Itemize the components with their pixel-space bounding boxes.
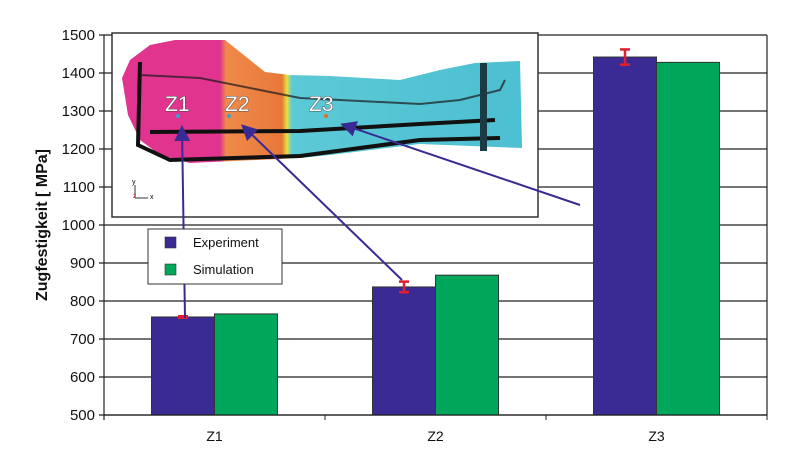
legend-label-experiment: Experiment [193, 235, 259, 250]
y-tick-label: 900 [70, 255, 95, 272]
inset-image: Z1 Z2 Z3 y z x [111, 32, 539, 218]
arrow-z2 [241, 124, 403, 281]
y-tick-label: 600 [70, 369, 95, 386]
bar-experiment-z2 [372, 286, 436, 416]
error-bar-z1 [178, 314, 188, 319]
svg-text:y: y [132, 179, 136, 186]
bar-simulation-z3 [656, 61, 720, 416]
bar-simulation-z2 [435, 274, 499, 416]
bar-experiment-z1 [151, 316, 215, 416]
inset-label-z2: Z2 [225, 93, 250, 116]
bar-experiment-z3 [593, 56, 657, 416]
y-tick-label: 800 [70, 293, 95, 310]
part-edge [480, 63, 487, 151]
y-tick-label: 1000 [62, 217, 95, 234]
x-tick-label: Z3 [648, 428, 665, 444]
error-bar-z2 [399, 280, 409, 294]
y-tick-label: 1500 [62, 27, 95, 44]
error-bar-z3 [620, 48, 630, 66]
arrow-z3 [340, 121, 581, 206]
bar-simulation-z1 [214, 313, 278, 416]
bars [151, 48, 720, 416]
x-tick-label: Z2 [427, 428, 444, 444]
part-seam [149, 118, 496, 134]
arrow-z1 [174, 125, 191, 319]
legend-swatch-experiment [164, 236, 177, 249]
part-seam [139, 74, 506, 106]
inset-label-z1: Z1 [165, 93, 190, 116]
y-axis-label: Zugfestigkeit [ MPa] [34, 149, 51, 301]
y-tick-label: 1200 [62, 141, 95, 158]
y-tick-label: 1300 [62, 103, 95, 120]
pointer-arrows [174, 121, 581, 319]
svg-text:z: z [133, 193, 137, 200]
legend-label-simulation: Simulation [193, 262, 254, 277]
y-tick-label: 700 [70, 331, 95, 348]
y-tick-label: 1400 [62, 65, 95, 82]
inset-label-z3: Z3 [309, 93, 334, 116]
svg-text:x: x [150, 194, 154, 201]
y-tick-label: 1100 [63, 179, 95, 196]
y-tick-label: 500 [70, 407, 95, 424]
part-seam [135, 61, 501, 163]
x-tick-label: Z1 [206, 428, 223, 444]
coordinate-axes-icon: y z x [132, 179, 154, 201]
x-axis: Z1 Z2 Z3 [103, 35, 768, 444]
y-tick-labels: 500 600 700 800 900 1000 1100 1200 1300 1400 1500 [62, 27, 95, 424]
legend-swatch-simulation [164, 263, 177, 276]
legend: Experiment Simulation [147, 228, 283, 285]
